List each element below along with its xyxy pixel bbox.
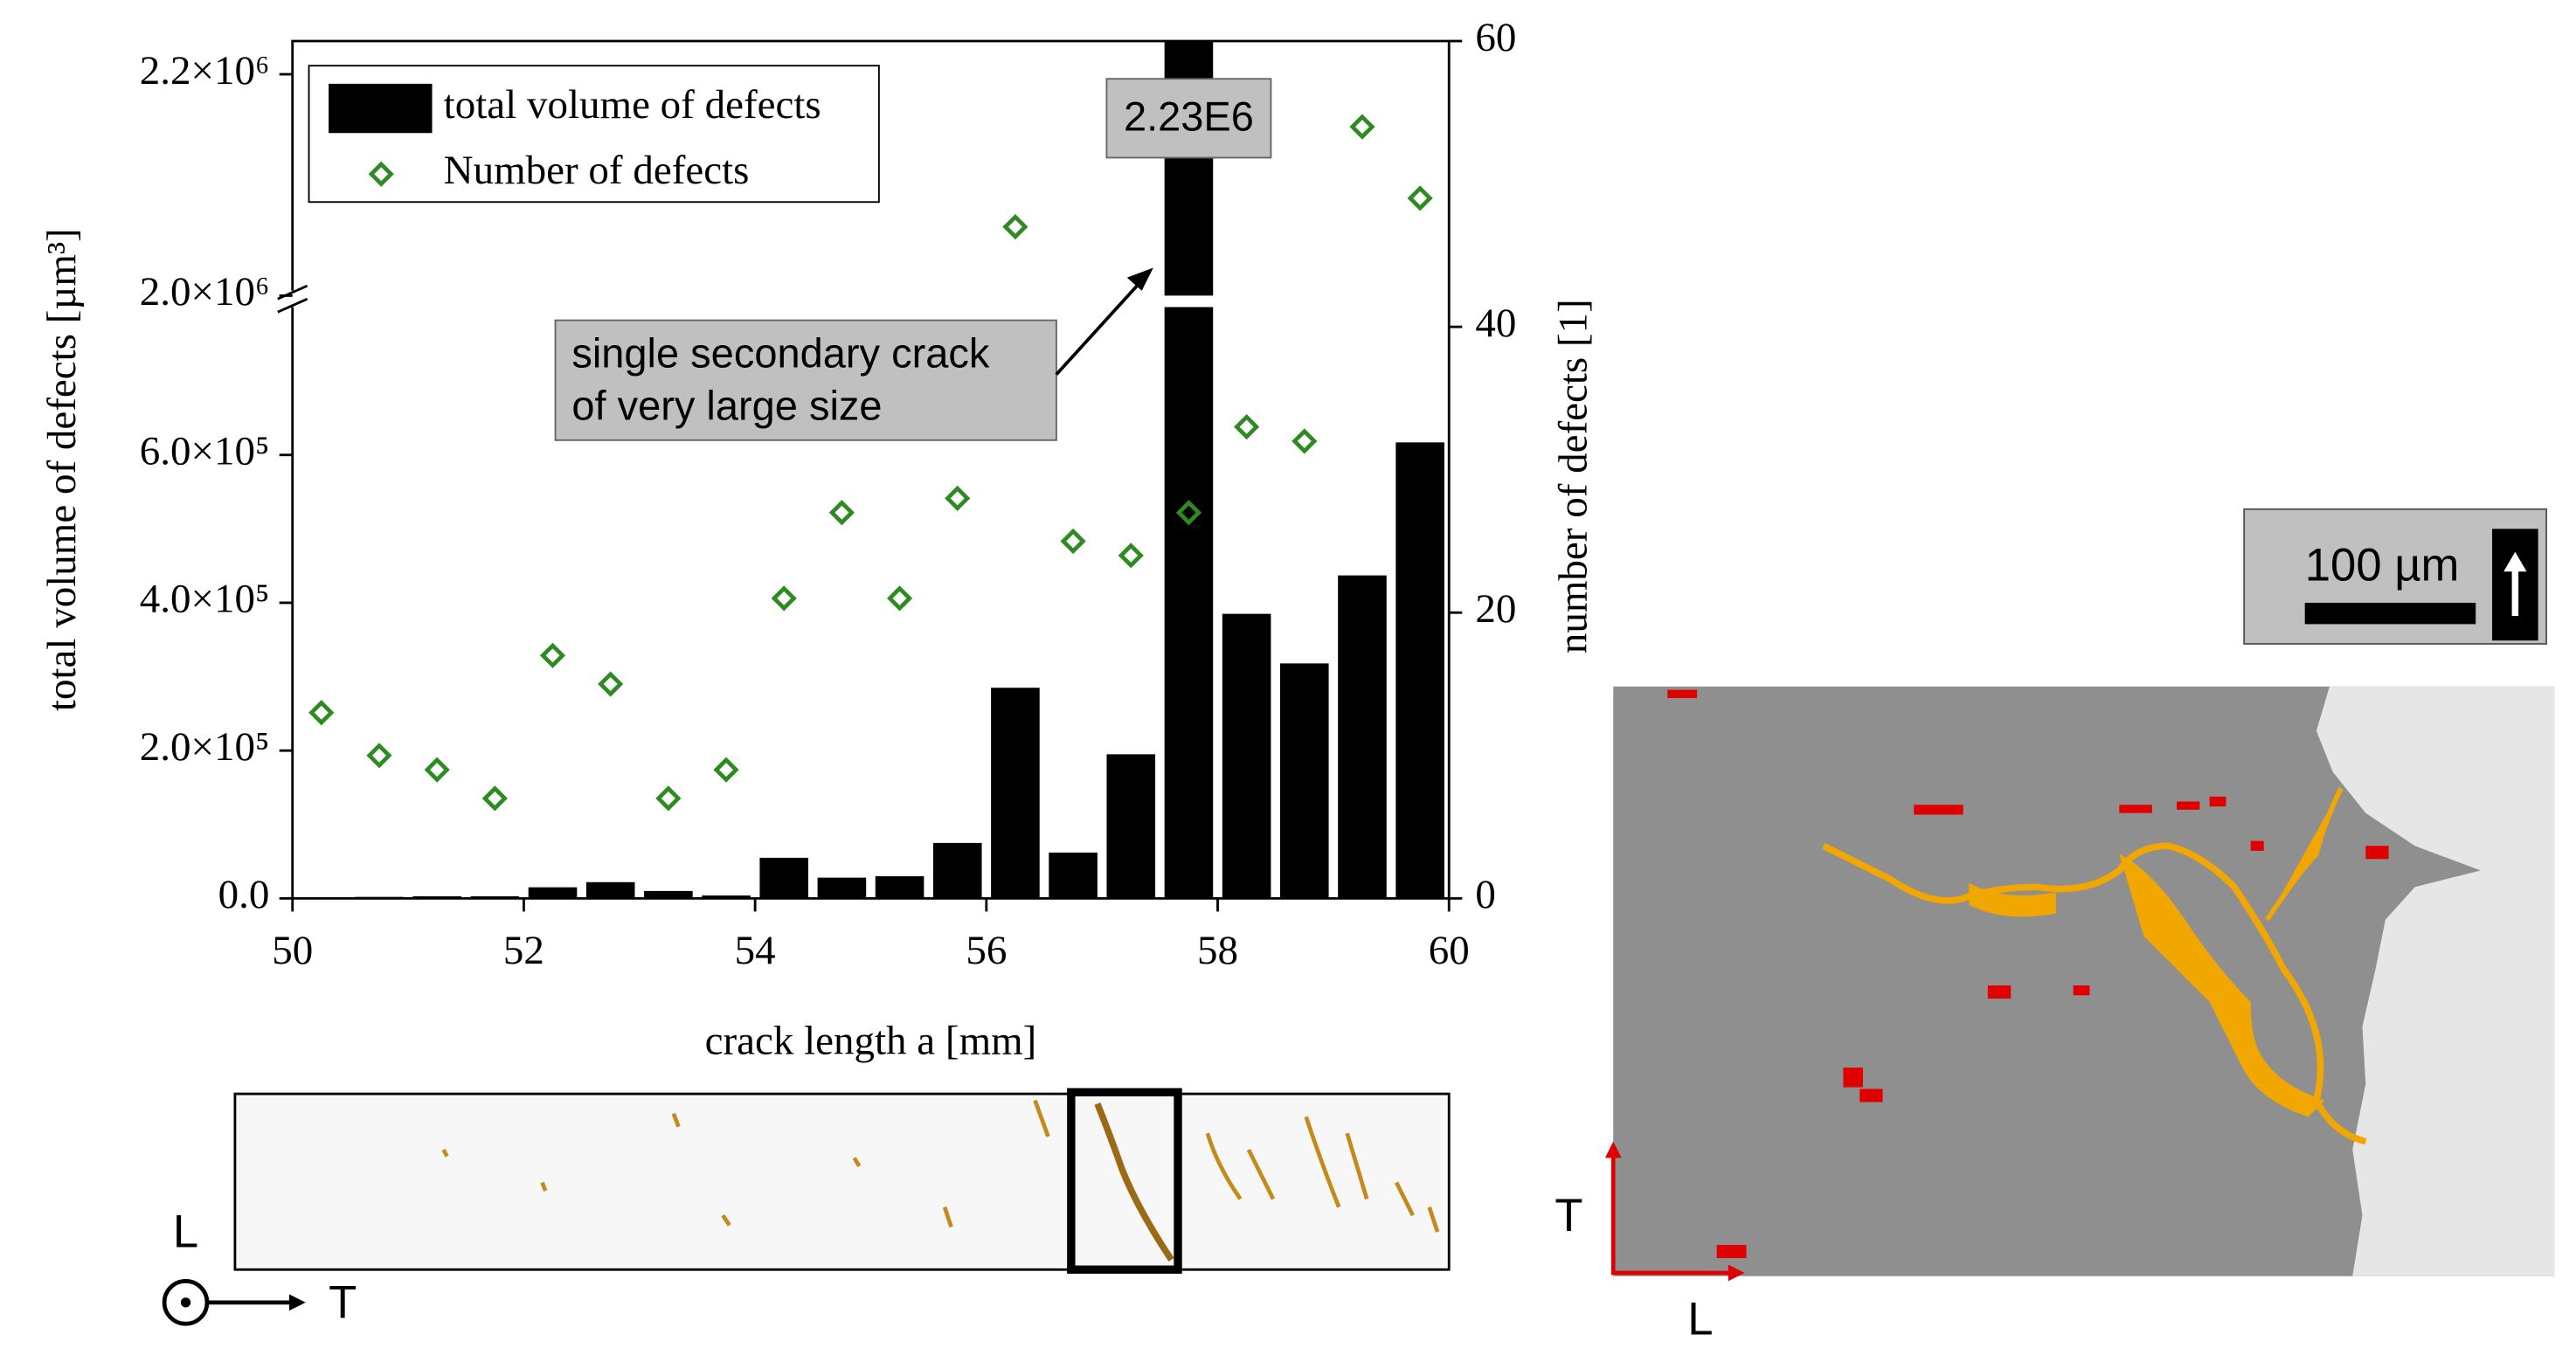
bar xyxy=(1280,663,1329,899)
x-tick-label: 58 xyxy=(1197,928,1238,973)
annotation: of very large size xyxy=(571,383,882,429)
annotation-box xyxy=(554,319,1057,441)
scatter-point xyxy=(539,642,566,668)
scatter-point xyxy=(308,700,335,726)
y2-tick-label: 40 xyxy=(1475,301,1516,346)
bar xyxy=(644,890,693,899)
y2-axis-label: number of defects [1] xyxy=(1551,299,1596,653)
bar xyxy=(1049,852,1098,899)
scatter-point xyxy=(1291,428,1318,454)
bar xyxy=(355,896,404,899)
y-axis-label: total volume of defects [µm³] xyxy=(39,228,85,711)
bar xyxy=(817,877,867,899)
y-tick-label: 2.0×10⁶ xyxy=(140,269,270,315)
scatter-point xyxy=(1349,114,1375,140)
y-tick-label: 6.0×10⁵ xyxy=(140,429,270,474)
annotation-box xyxy=(1105,78,1272,159)
scatter-point xyxy=(945,485,971,511)
axis-letter: L xyxy=(1687,1293,1713,1345)
scatter-point xyxy=(366,743,392,769)
annotation: single secondary crack xyxy=(571,329,990,376)
scatter-point xyxy=(1175,500,1202,526)
annotation-arrowhead xyxy=(1126,267,1153,291)
bar xyxy=(1106,754,1156,899)
scatter-point xyxy=(1234,414,1260,440)
scatter-point xyxy=(713,757,739,783)
bar xyxy=(932,842,982,899)
scatter-point xyxy=(1002,214,1028,240)
bar xyxy=(1164,41,1214,899)
legend-swatch xyxy=(329,83,433,134)
legend-label: total volume of defects xyxy=(444,82,821,128)
bar xyxy=(1395,442,1444,899)
scatter-point xyxy=(1118,543,1144,569)
legend-box xyxy=(308,65,880,204)
annotation-arrow xyxy=(1055,282,1140,376)
bar xyxy=(412,895,461,899)
legend-label: Number of defects xyxy=(444,148,750,193)
annotation: 2.23E6 xyxy=(1124,93,1254,140)
plot-frame xyxy=(291,39,1451,900)
bar xyxy=(585,881,635,899)
bar xyxy=(1338,575,1387,899)
tomography-strip xyxy=(162,1088,1451,1326)
scatter-point xyxy=(886,585,913,612)
y-tick-label: 2.2×10⁶ xyxy=(140,48,270,93)
bar xyxy=(759,857,809,899)
scatter-point xyxy=(655,785,682,812)
x-tick-label: 52 xyxy=(503,928,544,973)
y-tick-label: 4.0×10⁵ xyxy=(140,577,270,622)
bar xyxy=(875,875,924,899)
micrograph xyxy=(1604,508,2555,1282)
y-tick-label: 2.0×10⁵ xyxy=(140,724,270,770)
x-tick-label: 54 xyxy=(735,928,776,973)
scatter-point xyxy=(1407,185,1433,211)
y2-tick-label: 20 xyxy=(1475,586,1516,632)
y-tick-label: 0.0 xyxy=(218,872,270,917)
x-tick-label: 50 xyxy=(272,928,313,973)
bar xyxy=(1222,613,1271,899)
bar xyxy=(470,895,520,899)
scatter-point xyxy=(828,500,855,526)
scale-bar-label: 100 µm xyxy=(2305,539,2460,591)
scatter-point xyxy=(771,585,797,612)
x-tick-label: 56 xyxy=(966,928,1007,973)
y2-tick-label: 0 xyxy=(1475,872,1496,917)
bar xyxy=(991,688,1040,899)
x-axis-label: crack length a [mm] xyxy=(705,1018,1037,1063)
scatter-point xyxy=(424,757,450,783)
axis-letter: T xyxy=(1555,1190,1582,1241)
scatter-point xyxy=(598,671,624,697)
axis-letter: L xyxy=(173,1206,198,1258)
legend-swatch xyxy=(368,161,394,187)
x-tick-label: 60 xyxy=(1429,928,1470,973)
bar xyxy=(702,895,751,899)
axis-letter: T xyxy=(329,1277,357,1329)
scatter-point xyxy=(481,785,508,812)
scatter-point xyxy=(1060,528,1086,555)
y2-tick-label: 60 xyxy=(1475,15,1516,60)
bar xyxy=(528,887,578,899)
